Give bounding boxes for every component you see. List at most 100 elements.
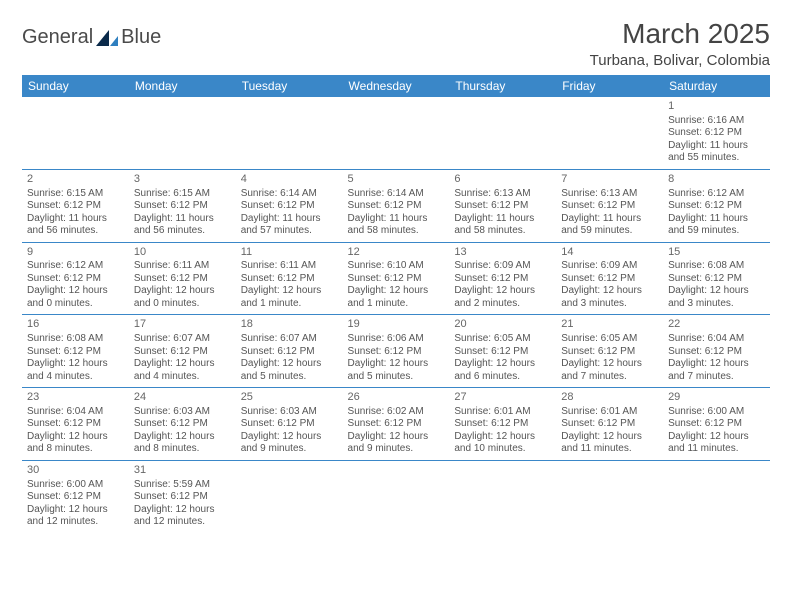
calendar-cell: 17Sunrise: 6:07 AMSunset: 6:12 PMDayligh… [129,315,236,388]
sunset-line: Sunset: 6:12 PM [348,346,445,359]
sunset-line: Sunset: 6:12 PM [454,346,551,359]
calendar-cell: 26Sunrise: 6:02 AMSunset: 6:12 PMDayligh… [343,388,450,461]
daylight-line: Daylight: 12 hours and 4 minutes. [134,358,231,383]
sunset-line: Sunset: 6:12 PM [561,200,658,213]
sunrise-line: Sunrise: 6:11 AM [241,260,338,273]
calendar-cell: 4Sunrise: 6:14 AMSunset: 6:12 PMDaylight… [236,169,343,242]
day-number: 4 [241,173,338,187]
sunrise-line: Sunrise: 6:09 AM [561,260,658,273]
sunrise-line: Sunrise: 6:04 AM [668,333,765,346]
daylight-line: Daylight: 11 hours and 57 minutes. [241,213,338,238]
sunset-line: Sunset: 6:12 PM [454,273,551,286]
calendar-cell: 13Sunrise: 6:09 AMSunset: 6:12 PMDayligh… [449,242,556,315]
day-number: 6 [454,173,551,187]
daylight-line: Daylight: 12 hours and 11 minutes. [668,431,765,456]
calendar-cell [236,460,343,532]
sunrise-line: Sunrise: 6:14 AM [348,188,445,201]
sunset-line: Sunset: 6:12 PM [241,273,338,286]
col-tuesday: Tuesday [236,75,343,97]
daylight-line: Daylight: 11 hours and 56 minutes. [134,213,231,238]
calendar-cell: 12Sunrise: 6:10 AMSunset: 6:12 PMDayligh… [343,242,450,315]
brand-logo: General Blue [22,26,161,49]
calendar-row: 23Sunrise: 6:04 AMSunset: 6:12 PMDayligh… [22,388,770,461]
sunrise-line: Sunrise: 6:07 AM [134,333,231,346]
sunset-line: Sunset: 6:12 PM [134,418,231,431]
col-thursday: Thursday [449,75,556,97]
daylight-line: Daylight: 12 hours and 2 minutes. [454,285,551,310]
col-friday: Friday [556,75,663,97]
sunset-line: Sunset: 6:12 PM [241,418,338,431]
daylight-line: Daylight: 12 hours and 11 minutes. [561,431,658,456]
daylight-line: Daylight: 12 hours and 1 minute. [241,285,338,310]
month-title: March 2025 [590,18,770,50]
calendar-cell: 8Sunrise: 6:12 AMSunset: 6:12 PMDaylight… [663,169,770,242]
day-number: 28 [561,391,658,405]
calendar-cell: 6Sunrise: 6:13 AMSunset: 6:12 PMDaylight… [449,169,556,242]
daylight-line: Daylight: 12 hours and 5 minutes. [348,358,445,383]
sunrise-line: Sunrise: 6:15 AM [27,188,124,201]
sunset-line: Sunset: 6:12 PM [27,491,124,504]
daylight-line: Daylight: 12 hours and 3 minutes. [561,285,658,310]
sunrise-line: Sunrise: 6:07 AM [241,333,338,346]
calendar-cell: 15Sunrise: 6:08 AMSunset: 6:12 PMDayligh… [663,242,770,315]
day-number: 7 [561,173,658,187]
day-number: 20 [454,318,551,332]
daylight-line: Daylight: 12 hours and 4 minutes. [27,358,124,383]
sunset-line: Sunset: 6:12 PM [668,346,765,359]
col-sunday: Sunday [22,75,129,97]
daylight-line: Daylight: 12 hours and 12 minutes. [134,504,231,529]
sunrise-line: Sunrise: 5:59 AM [134,479,231,492]
calendar-cell [449,97,556,169]
sunrise-line: Sunrise: 6:14 AM [241,188,338,201]
sunset-line: Sunset: 6:12 PM [27,418,124,431]
daylight-line: Daylight: 12 hours and 5 minutes. [241,358,338,383]
sunset-line: Sunset: 6:12 PM [134,200,231,213]
daylight-line: Daylight: 11 hours and 58 minutes. [454,213,551,238]
sunset-line: Sunset: 6:12 PM [241,346,338,359]
calendar-table: Sunday Monday Tuesday Wednesday Thursday… [22,75,770,533]
day-number: 10 [134,246,231,260]
day-number: 29 [668,391,765,405]
day-number: 5 [348,173,445,187]
calendar-cell [22,97,129,169]
calendar-cell: 22Sunrise: 6:04 AMSunset: 6:12 PMDayligh… [663,315,770,388]
day-number: 27 [454,391,551,405]
day-number: 11 [241,246,338,260]
day-number: 23 [27,391,124,405]
daylight-line: Daylight: 12 hours and 0 minutes. [27,285,124,310]
daylight-line: Daylight: 11 hours and 58 minutes. [348,213,445,238]
calendar-cell: 19Sunrise: 6:06 AMSunset: 6:12 PMDayligh… [343,315,450,388]
calendar-cell [343,460,450,532]
day-number: 3 [134,173,231,187]
weekday-header-row: Sunday Monday Tuesday Wednesday Thursday… [22,75,770,97]
col-wednesday: Wednesday [343,75,450,97]
calendar-cell: 16Sunrise: 6:08 AMSunset: 6:12 PMDayligh… [22,315,129,388]
sunrise-line: Sunrise: 6:10 AM [348,260,445,273]
day-number: 17 [134,318,231,332]
calendar-cell: 2Sunrise: 6:15 AMSunset: 6:12 PMDaylight… [22,169,129,242]
calendar-row: 16Sunrise: 6:08 AMSunset: 6:12 PMDayligh… [22,315,770,388]
sunrise-line: Sunrise: 6:00 AM [668,406,765,419]
calendar-cell: 31Sunrise: 5:59 AMSunset: 6:12 PMDayligh… [129,460,236,532]
daylight-line: Daylight: 11 hours and 55 minutes. [668,140,765,165]
calendar-body: 1Sunrise: 6:16 AMSunset: 6:12 PMDaylight… [22,97,770,533]
daylight-line: Daylight: 12 hours and 7 minutes. [668,358,765,383]
sunrise-line: Sunrise: 6:13 AM [561,188,658,201]
sunrise-line: Sunrise: 6:11 AM [134,260,231,273]
day-number: 18 [241,318,338,332]
sunrise-line: Sunrise: 6:16 AM [668,115,765,128]
daylight-line: Daylight: 12 hours and 6 minutes. [454,358,551,383]
daylight-line: Daylight: 12 hours and 3 minutes. [668,285,765,310]
calendar-cell: 29Sunrise: 6:00 AMSunset: 6:12 PMDayligh… [663,388,770,461]
sunset-line: Sunset: 6:12 PM [27,200,124,213]
sunrise-line: Sunrise: 6:12 AM [27,260,124,273]
calendar-cell [343,97,450,169]
daylight-line: Daylight: 12 hours and 8 minutes. [27,431,124,456]
brand-text-1: General [22,26,93,49]
calendar-cell [236,97,343,169]
day-number: 26 [348,391,445,405]
day-number: 15 [668,246,765,260]
calendar-cell: 20Sunrise: 6:05 AMSunset: 6:12 PMDayligh… [449,315,556,388]
daylight-line: Daylight: 11 hours and 59 minutes. [561,213,658,238]
day-number: 16 [27,318,124,332]
